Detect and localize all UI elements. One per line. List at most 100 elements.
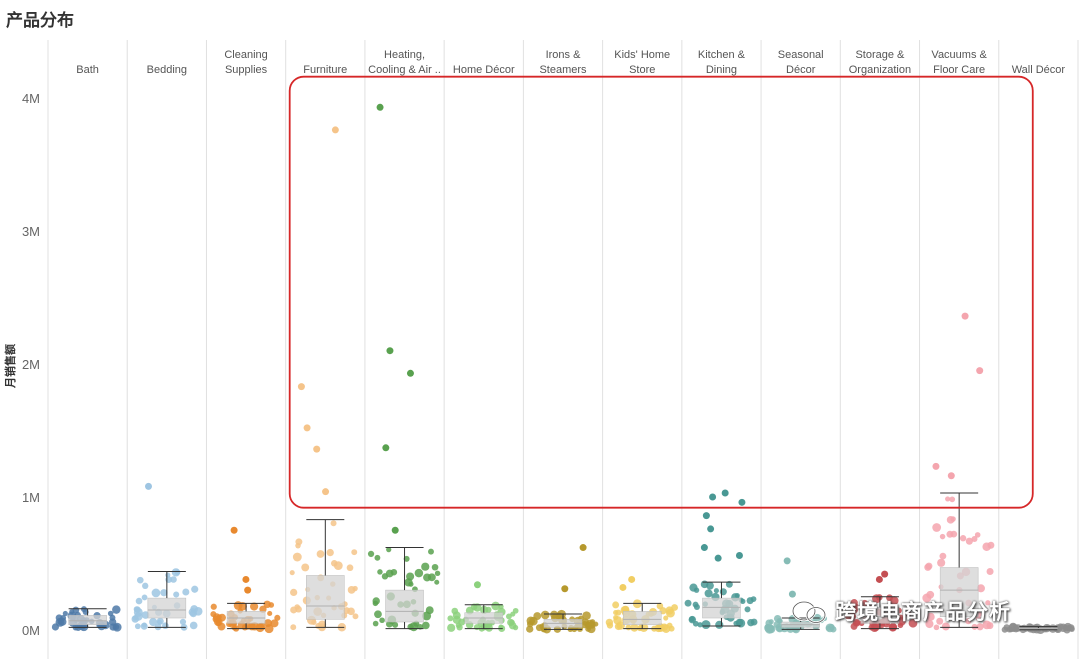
data-point (976, 584, 985, 593)
data-point (170, 576, 177, 583)
data-point (719, 588, 727, 596)
data-point (149, 617, 158, 627)
data-point (134, 623, 141, 630)
data-point (982, 620, 992, 630)
data-point (1062, 624, 1069, 631)
data-point (267, 610, 273, 617)
data-point (173, 591, 180, 598)
category-label: Vacuums & (931, 49, 987, 61)
data-point (939, 533, 946, 540)
outlier-point (322, 488, 330, 496)
data-point (612, 601, 620, 609)
data-point (512, 607, 519, 614)
data-point (347, 586, 356, 594)
data-point (290, 588, 298, 597)
category-label: Organization (849, 64, 911, 76)
data-point (133, 607, 143, 617)
data-point (238, 602, 247, 611)
category-label: Cleaning (224, 49, 267, 61)
data-point (1067, 624, 1075, 632)
data-point (937, 558, 946, 567)
data-point (850, 605, 859, 614)
box-body (622, 611, 662, 625)
data-point (132, 615, 138, 621)
data-point (191, 585, 199, 593)
data-point (615, 609, 622, 616)
data-point (379, 617, 385, 624)
data-point (425, 606, 434, 615)
data-point (301, 563, 310, 572)
data-point (431, 563, 439, 571)
data-point (255, 623, 265, 633)
category-label: Heating, (384, 49, 425, 61)
data-point (259, 605, 267, 613)
data-point (107, 610, 114, 617)
category-label: Home Décor (453, 64, 515, 76)
data-point (688, 615, 697, 624)
data-point (684, 599, 692, 607)
data-point (1054, 625, 1062, 634)
data-point (162, 622, 169, 630)
data-point (160, 589, 168, 597)
outlier-point (788, 590, 796, 598)
data-point (51, 623, 59, 631)
data-point (392, 621, 399, 628)
data-point (264, 624, 274, 634)
outlier-point (230, 526, 238, 534)
category-label: Bedding (147, 64, 187, 76)
data-point (113, 624, 120, 630)
data-point (268, 602, 275, 608)
data-point (946, 530, 954, 538)
data-point (352, 613, 359, 620)
data-point (351, 549, 358, 556)
data-point (330, 520, 337, 527)
data-point (580, 620, 589, 629)
data-point (898, 614, 904, 620)
outlier-point (721, 489, 729, 497)
data-point (427, 573, 436, 582)
box-body (385, 589, 424, 623)
data-point (372, 600, 379, 607)
data-point (945, 496, 951, 502)
data-point (292, 552, 302, 562)
data-point (656, 602, 664, 610)
category-label: Floor Care (933, 64, 985, 76)
box-body (702, 597, 741, 619)
data-point (830, 626, 837, 633)
data-point (456, 624, 463, 631)
category-label: Dining (706, 64, 737, 76)
data-point (69, 609, 75, 615)
data-point (135, 597, 143, 605)
outlier-point (331, 126, 339, 134)
data-point (377, 569, 383, 575)
data-point (174, 569, 181, 576)
data-point (926, 612, 935, 622)
data-point (385, 569, 394, 578)
data-point (671, 604, 678, 611)
data-point (959, 535, 967, 542)
data-point (295, 542, 301, 549)
data-point (768, 624, 775, 631)
data-point (165, 572, 171, 578)
data-point (986, 567, 994, 575)
data-point (290, 624, 297, 631)
data-point (386, 547, 392, 553)
outlier-point (947, 472, 955, 480)
y-tick-label: 0M (22, 623, 40, 638)
data-point (140, 622, 148, 630)
data-point (975, 615, 982, 622)
category-label: Store (629, 64, 655, 76)
category-label: Irons & (546, 49, 582, 61)
category-label: Cooling & Air .. (368, 64, 441, 76)
data-point (374, 610, 382, 619)
outlier-point (406, 369, 414, 377)
data-point (733, 620, 739, 626)
category-label: Supplies (225, 64, 268, 76)
y-tick-label: 2M (22, 357, 40, 372)
data-point (936, 617, 944, 625)
outlier-point (303, 424, 311, 432)
y-tick-label: 1M (22, 490, 40, 505)
data-point (704, 589, 713, 598)
data-point (136, 576, 144, 584)
